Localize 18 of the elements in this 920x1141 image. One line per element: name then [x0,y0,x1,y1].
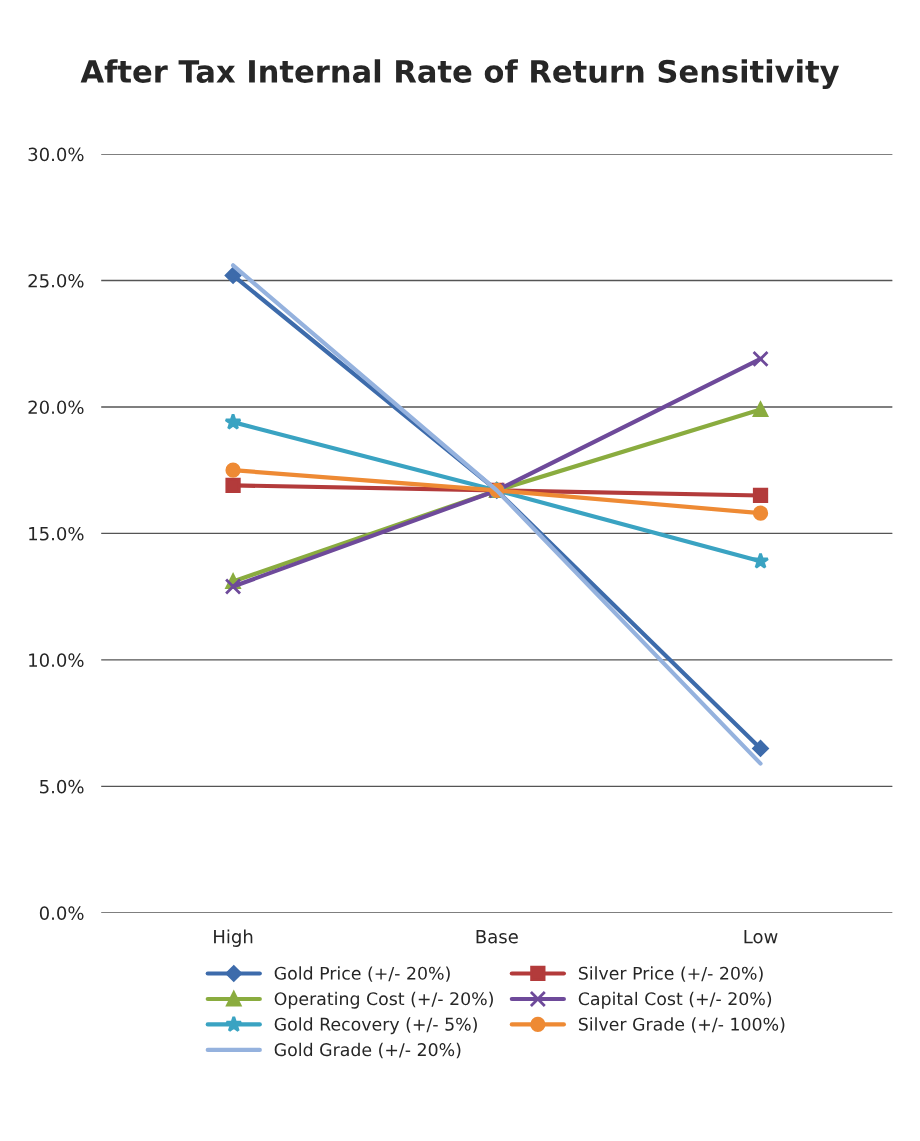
legend-label: Silver Grade (+/- 100%) [578,1017,785,1033]
legend-label: Capital Cost (+/- 20%) [578,991,772,1009]
x-tick-label: Low [744,930,778,944]
chart-title: After Tax Internal Rate of Return Sensitivity [80,59,840,90]
legend-label: Operating Cost (+/- 20%) [274,991,493,1009]
legend-label: Silver Price (+/- 20%) [578,966,763,982]
y-tick-label: 25.0% [28,273,84,288]
x-tick-label: High [214,929,253,947]
legend-label: Gold Grade (+/- 20%) [274,1042,461,1059]
x-tick-label: Base [476,930,518,944]
y-tick-label: 15.0% [29,526,84,541]
y-tick-label: 20.0% [28,400,84,415]
y-tick-label: 30.0% [28,147,84,162]
y-tick-label: 0.0% [39,906,84,920]
legend-label: Gold Recovery (+/- 5%) [274,1017,477,1035]
y-tick-label: 5.0% [40,779,84,794]
y-tick-label: 10.0% [29,653,84,667]
legend-label: Gold Price (+/- 20%) [274,966,450,982]
